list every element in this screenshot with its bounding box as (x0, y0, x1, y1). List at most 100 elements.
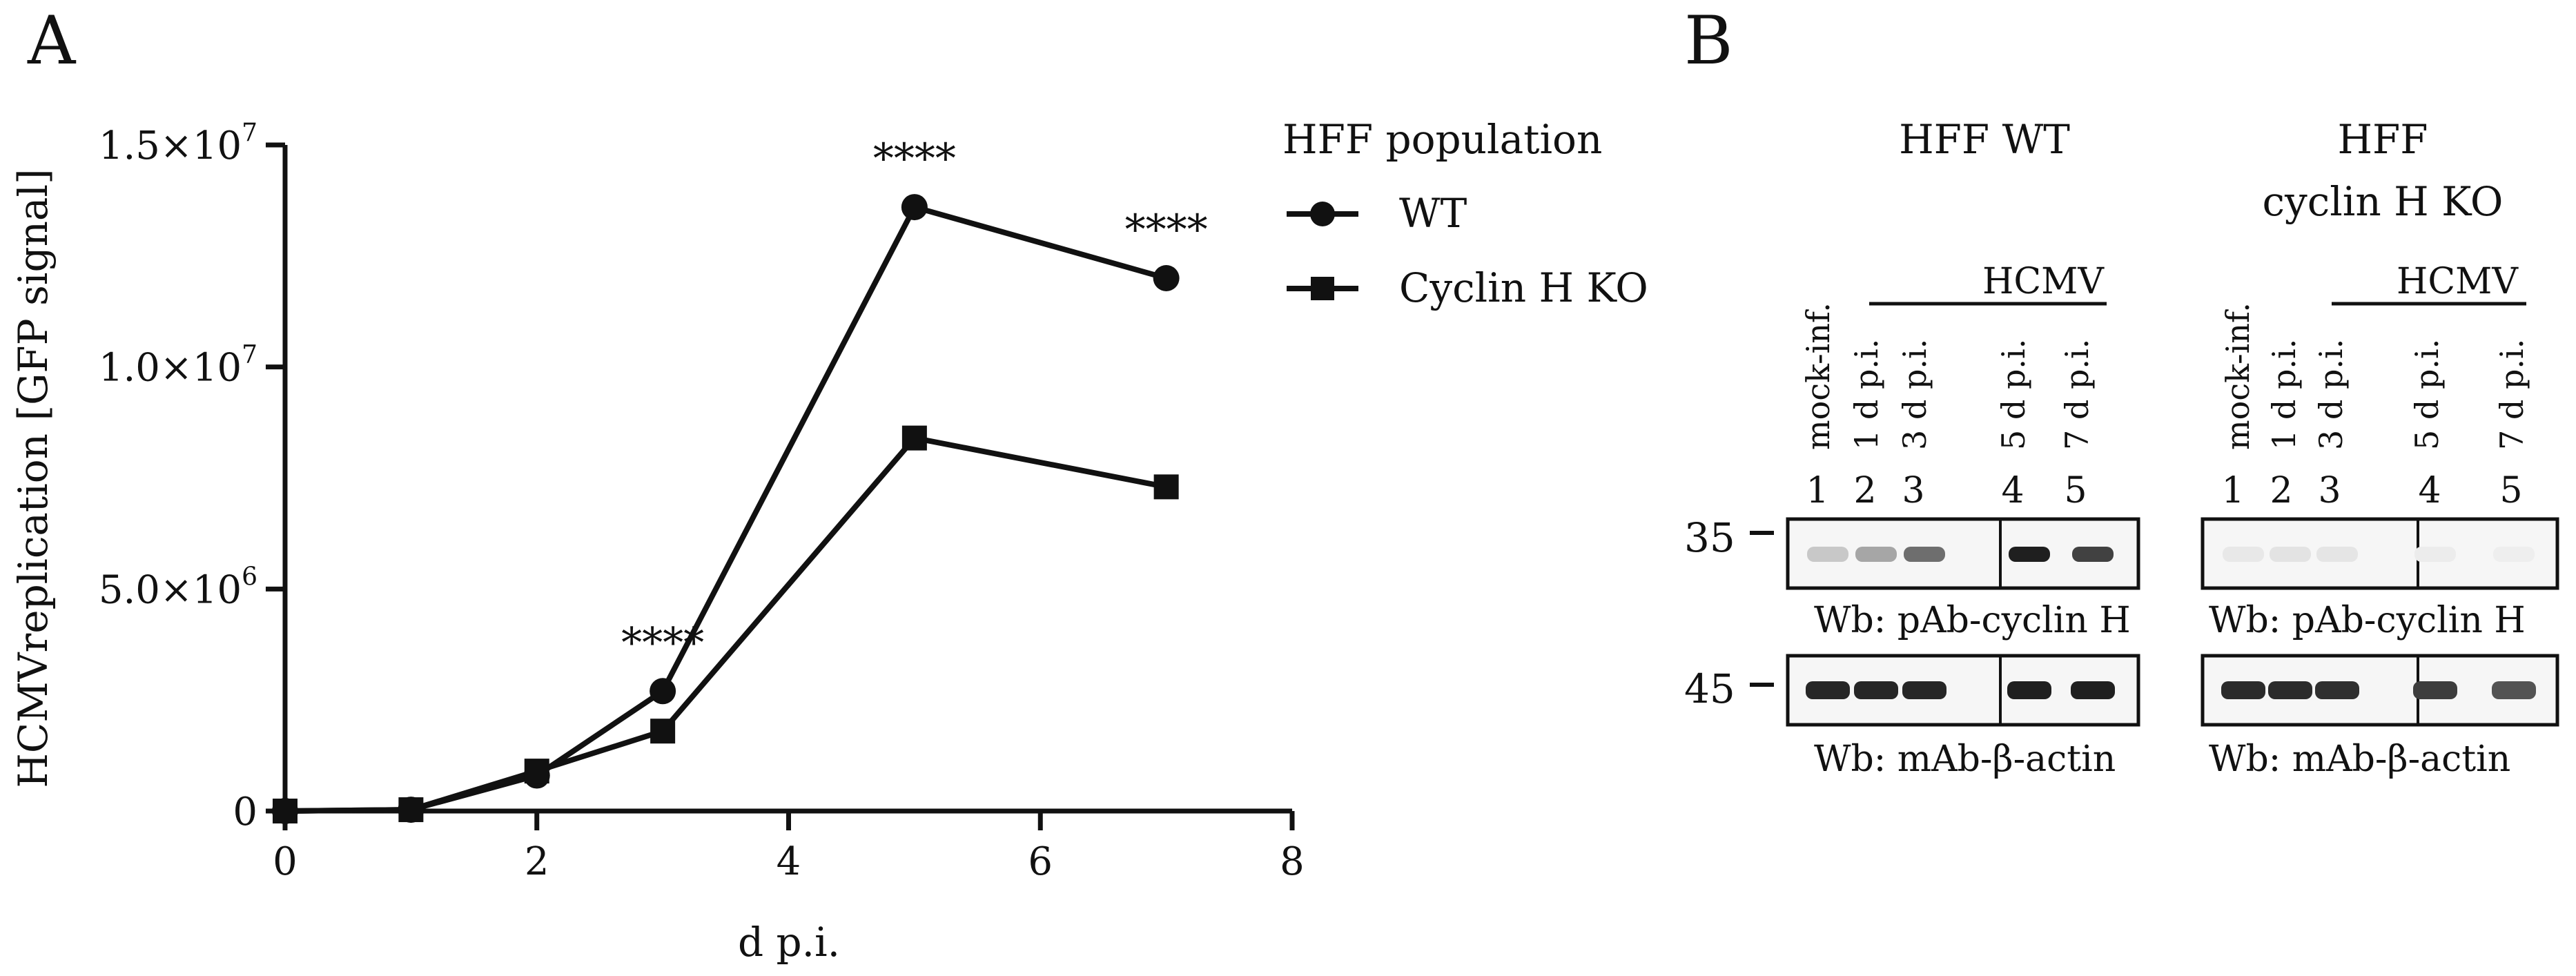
lane-label: 3 d p.i. (1896, 339, 1933, 450)
blot-band (2492, 681, 2536, 699)
lane-number: 2 (2270, 470, 2292, 511)
lane-label: mock-inf. (2219, 302, 2256, 450)
mw-marker-45: 45 (1684, 665, 1735, 712)
line-chart: 0 2 4 6 8 0 5.0×106 1.0×107 1.5×107 d p.i. HCMV… (10, 116, 1648, 966)
blot-band (2071, 681, 2115, 699)
x-axis-label: d p.i. (738, 919, 840, 966)
legend-marker-ko (1311, 277, 1334, 300)
lane-label: 5 d p.i. (1995, 339, 2032, 450)
lane-labels-wt: mock-inf. 1 d p.i. 3 d p.i. 5 d p.i. 7 d… (1799, 302, 2096, 450)
hcmv-label-wt: HCMV (1982, 261, 2105, 302)
western-blot: HFF WT HCMV mock-inf. 1 d p.i. 3 d p.i. … (1684, 116, 2559, 780)
panel-label-a: A (27, 2, 77, 79)
bands-cyclin-ko (2223, 547, 2535, 562)
blot-band (1806, 681, 1850, 699)
group-title-ko-line2: cyclin H KO (2263, 178, 2504, 225)
bands-actin-ko (2221, 681, 2536, 699)
blot-band (2270, 547, 2311, 562)
blot-group-ko: HFF cyclin H KO HCMV mock-inf. 1 d p.i. … (2201, 116, 2559, 780)
data-point-ko (398, 797, 424, 823)
lane-number: 5 (2064, 470, 2087, 511)
lane-label: 7 d p.i. (2493, 339, 2530, 450)
bands-actin-wt (1806, 681, 2115, 699)
lane-label: 7 d p.i. (2058, 339, 2096, 450)
y-tick-label: 5.0×106 (99, 563, 257, 612)
lane-numbers-wt: 1 2 3 4 5 (1806, 470, 2087, 511)
mw-marker-35: 35 (1684, 514, 1735, 561)
blot-group-wt: HFF WT HCMV mock-inf. 1 d p.i. 3 d p.i. … (1786, 116, 2140, 780)
blot-band (2009, 547, 2050, 562)
blot-band (2413, 681, 2457, 699)
x-tick-label: 4 (777, 839, 801, 884)
y-ticks: 0 5.0×106 1.0×107 1.5×107 (99, 119, 285, 835)
lane-number: 4 (2418, 470, 2441, 511)
x-tick-label: 6 (1028, 839, 1053, 884)
lane-numbers-ko: 1 2 3 4 5 (2221, 470, 2522, 511)
lane-label: 5 d p.i. (2408, 339, 2446, 450)
significance-annotation: **** (621, 618, 704, 667)
mw-markers: 35 45 (1684, 514, 1774, 712)
blot-band (1902, 681, 1946, 699)
lane-number: 3 (2318, 470, 2341, 511)
significance-annotation: **** (873, 135, 956, 183)
blot-band (2007, 681, 2051, 699)
data-point-ko (273, 799, 297, 823)
caption-actin-wt: Wb: mAb-β-actin (1814, 739, 2116, 780)
lane-number: 5 (2499, 470, 2522, 511)
panel-label-b: B (1684, 2, 1733, 79)
caption-cyclin-ko: Wb: pAb-cyclin H (2209, 600, 2526, 641)
blot-band (2316, 547, 2358, 562)
lane-number: 1 (1806, 470, 1828, 511)
lane-number: 1 (2221, 470, 2244, 511)
blot-band (1807, 547, 1848, 562)
lane-number: 2 (1853, 470, 1876, 511)
data-point-wt (1153, 265, 1180, 291)
data-point-wt (901, 194, 928, 221)
caption-cyclin-wt: Wb: pAb-cyclin H (1814, 600, 2131, 641)
x-tick-label: 8 (1280, 839, 1305, 884)
data-point-wt (650, 678, 676, 705)
y-tick-label: 1.5×107 (99, 119, 257, 168)
annotations: **** **** **** (621, 135, 1208, 667)
lane-label: mock-inf. (1799, 302, 1837, 450)
data-point-ko (650, 719, 676, 744)
blot-band (1904, 547, 1945, 562)
significance-annotation: **** (1125, 206, 1208, 254)
blot-band (1854, 681, 1898, 699)
y-tick-label: 0 (233, 790, 257, 835)
lane-label: 1 d p.i. (2265, 339, 2303, 450)
blot-band (2414, 547, 2456, 562)
x-tick-label: 0 (273, 839, 297, 884)
x-tick-label: 2 (525, 839, 549, 884)
lane-label: 1 d p.i. (1848, 339, 1885, 450)
caption-actin-ko: Wb: mAb-β-actin (2209, 739, 2510, 780)
data-point-ko (524, 759, 549, 784)
series-line-wt (284, 204, 1167, 814)
data-point-ko (1153, 474, 1179, 500)
data-point-ko (901, 425, 927, 451)
series-layer (272, 194, 1180, 824)
series-line-ko (284, 435, 1167, 814)
hcmv-label-ko: HCMV (2397, 261, 2519, 302)
x-ticks: 0 2 4 6 8 (273, 811, 1305, 884)
blot-band (1855, 547, 1897, 562)
blot-band (2268, 681, 2312, 699)
legend-title: HFF population (1282, 116, 1602, 163)
legend-label-ko: Cyclin H KO (1399, 264, 1648, 311)
blot-band (2221, 681, 2265, 699)
y-tick-label: 1.0×107 (99, 341, 257, 391)
lane-number: 4 (2001, 470, 2024, 511)
lane-labels-ko: mock-inf. 1 d p.i. 3 d p.i. 5 d p.i. 7 d… (2219, 302, 2530, 450)
blot-band (2072, 547, 2114, 562)
y-axis-label: HCMVreplication [GFP signal] (10, 168, 57, 788)
legend-label-wt: WT (1399, 190, 1467, 237)
legend-marker-wt (1310, 202, 1335, 226)
lane-number: 3 (1902, 470, 1924, 511)
blot-band (2315, 681, 2359, 699)
group-title-wt: HFF WT (1899, 116, 2070, 163)
bands-cyclin-wt (1807, 547, 2114, 562)
legend: HFF population WT Cyclin H KO (1282, 116, 1648, 311)
blot-band (2493, 547, 2535, 562)
blot-band (2223, 547, 2264, 562)
